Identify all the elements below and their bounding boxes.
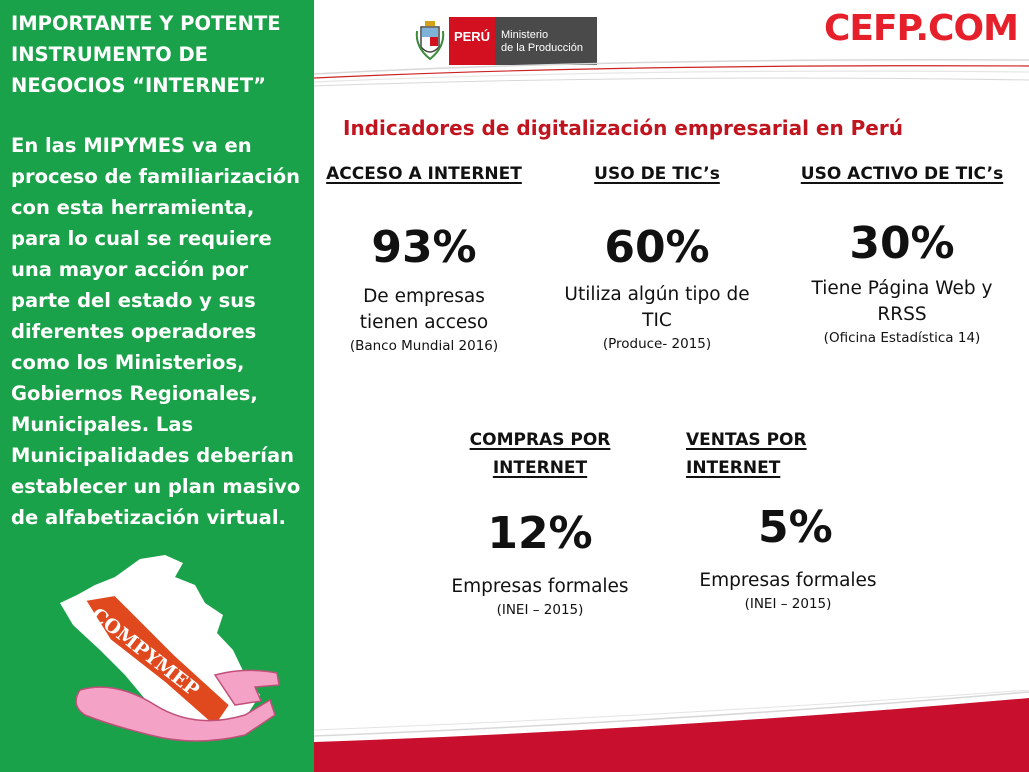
peru-label: PERÚ — [449, 17, 495, 65]
indicator-value: 5% — [758, 502, 833, 553]
indicator-description: Empresas formales — [699, 570, 877, 591]
indicator-value: 12% — [487, 508, 593, 559]
indicator-source: (INEI – 2015) — [744, 596, 832, 612]
indicator-source: (Banco Mundial 2016) — [349, 338, 499, 354]
brand-logo-text: CEFP.COM — [824, 8, 1019, 49]
ministry-line1: Ministerio — [501, 29, 549, 41]
indicator-value: 93% — [371, 222, 477, 273]
indicator-active-tic-use: USO ACTIVO DE TIC’s 30% Tiene Página Web… — [787, 160, 1017, 348]
indicator-value: 60% — [604, 222, 710, 273]
indicator-description: RRSS — [877, 304, 927, 325]
indicator-source: (Produce- 2015) — [602, 336, 712, 352]
indicator-description: TIC — [642, 310, 672, 331]
page-title: Indicadores de digitalización empresaria… — [343, 116, 903, 140]
indicator-heading: ACCESO A INTERNET — [326, 164, 522, 184]
indicator-description: De empresas — [363, 286, 485, 307]
ministry-logo: PERÚ Ministerio de la Producción — [413, 17, 597, 65]
ministry-name: Ministerio de la Producción — [495, 17, 597, 65]
indicator-internet-sales: VENTAS POR INTERNET 5% Empresas formales… — [680, 426, 896, 614]
peru-coat-of-arms-icon — [415, 21, 445, 61]
indicator-heading: COMPRAS POR — [469, 430, 611, 450]
indicator-source: (Oficina Estadística 14) — [823, 330, 981, 346]
indicator-description: Tiene Página Web y — [811, 278, 993, 299]
ministry-line2: de la Producción — [501, 42, 583, 54]
compymep-logo: COMPYMEP — [60, 555, 280, 742]
indicator-description: tienen acceso — [359, 312, 489, 333]
indicator-internet-purchases: COMPRAS POR INTERNET 12% Empresas formal… — [433, 426, 647, 620]
indicator-heading: USO DE TIC’s — [594, 164, 720, 184]
decorative-swoosh-top — [314, 59, 1029, 87]
sidebar-body-text: En las MIPYMES va en proceso de familiar… — [11, 134, 301, 529]
indicator-source: (INEI – 2015) — [496, 602, 584, 618]
indicator-heading: INTERNET — [492, 458, 588, 478]
indicator-value: 30% — [849, 218, 955, 269]
indicator-description: Empresas formales — [451, 576, 629, 597]
indicator-heading: VENTAS POR — [686, 430, 807, 450]
indicator-description: Utiliza algún tipo de — [564, 284, 750, 305]
indicator-heading: USO ACTIVO DE TIC’s — [800, 164, 1004, 184]
indicator-heading: INTERNET — [686, 458, 781, 478]
sidebar-heading: IMPORTANTE Y POTENTE INSTRUMENTO DE NEGO… — [11, 12, 281, 97]
indicator-tic-use: USO DE TIC’s 60% Utiliza algún tipo de T… — [547, 160, 767, 354]
indicator-internet-access: ACCESO A INTERNET 93% De empresas tienen… — [312, 160, 536, 356]
sidebar-panel: IMPORTANTE Y POTENTE INSTRUMENTO DE NEGO… — [0, 0, 314, 772]
decorative-swoosh-bottom — [314, 690, 1029, 772]
